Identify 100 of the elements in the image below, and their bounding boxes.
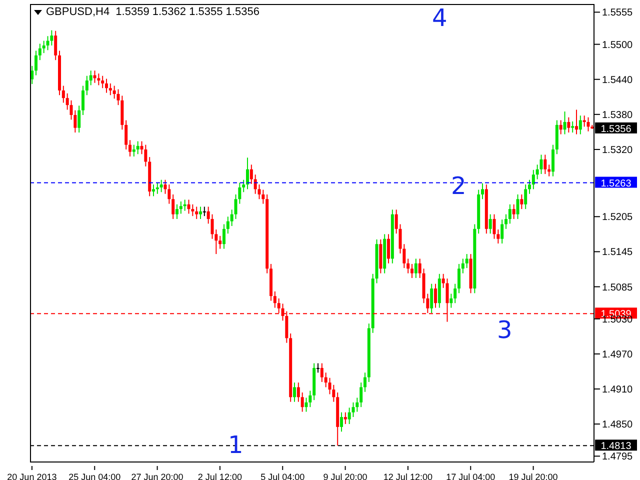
candlestick	[101, 75, 104, 89]
candlestick	[160, 179, 163, 193]
ref-line-label: 1.5263	[600, 178, 632, 190]
candlestick	[50, 30, 54, 46]
candlestick	[82, 85, 85, 116]
candlestick	[128, 140, 132, 157]
candlestick	[320, 362, 324, 382]
y-tick-label: 1.5500	[602, 40, 634, 51]
x-tick-label: 9 Jul 20:00	[323, 472, 368, 480]
candlestick	[34, 50, 38, 76]
candlestick	[488, 214, 492, 234]
annotation: 1	[228, 431, 244, 459]
candlestick	[563, 110, 566, 135]
candlestick	[168, 184, 171, 204]
x-tick-label: 12 Jul 12:00	[383, 472, 432, 480]
y-tick-label: 1.5085	[602, 282, 634, 294]
candlestick	[461, 258, 464, 274]
candlestick	[454, 283, 457, 304]
candlestick	[136, 140, 140, 155]
candlestick	[97, 73, 100, 86]
candlestick	[324, 372, 328, 388]
candlestick	[105, 78, 108, 94]
annotation: 2	[451, 172, 466, 200]
candlestick	[172, 194, 175, 220]
candlestick	[406, 258, 410, 274]
candlestick	[222, 224, 226, 250]
candlestick	[108, 82, 112, 96]
candlestick	[242, 179, 246, 193]
candlestick	[578, 115, 582, 135]
candlestick	[226, 216, 230, 234]
candlestick	[152, 184, 156, 197]
candlestick	[195, 206, 198, 220]
candlestick	[418, 258, 422, 278]
y-tick-label: 1.5440	[602, 74, 634, 86]
candlestick	[586, 116, 590, 132]
y-tick-label: 1.5555	[602, 8, 634, 19]
candlestick	[258, 184, 261, 200]
candlestick	[85, 75, 88, 96]
x-tick-label: 5 Jul 04:00	[260, 472, 305, 480]
candlestick	[571, 120, 574, 134]
candlestick	[442, 273, 445, 288]
y-tick-label: 1.5205	[602, 212, 634, 224]
candlestick	[273, 290, 276, 308]
candlestick	[567, 116, 570, 134]
candlestick	[38, 43, 42, 61]
candlestick	[532, 169, 535, 190]
candlestick	[230, 209, 234, 226]
annotation: 4	[432, 4, 448, 32]
candlestick	[500, 219, 504, 244]
candlestick	[536, 164, 539, 180]
candlestick	[218, 235, 222, 250]
candlestick	[112, 85, 116, 100]
x-tick-label: 20 Jun 2013	[7, 472, 57, 480]
candlestick	[516, 194, 520, 220]
candlestick	[340, 412, 344, 432]
candlestick	[89, 70, 92, 86]
y-tick-label: 1.5380	[602, 110, 634, 121]
candlestick	[364, 372, 367, 392]
y-tick-label: 1.4795	[602, 452, 634, 463]
candlestick	[202, 206, 206, 217]
candlestick	[540, 154, 543, 174]
candlestick	[492, 214, 496, 240]
y-tick-label: 1.4910	[602, 384, 634, 396]
candlestick	[352, 402, 355, 418]
candlestick	[42, 40, 46, 54]
candlestick	[360, 382, 363, 408]
candlestick	[176, 204, 179, 220]
candlestick	[308, 390, 312, 408]
candlestick	[528, 179, 532, 194]
candlestick	[387, 234, 390, 264]
candlestick	[144, 144, 148, 167]
candlestick	[66, 92, 69, 110]
ref-line-label: 1.4813	[600, 441, 632, 452]
y-tick-label: 1.5145	[602, 247, 634, 258]
candlestick	[199, 206, 202, 220]
candlestick	[559, 120, 562, 135]
y-tick-label: 1.4970	[602, 349, 634, 360]
x-tick-label: 25 Jun 04:00	[68, 472, 121, 480]
y-tick-label: 1.4850	[602, 420, 634, 431]
candlestick	[544, 154, 547, 174]
x-tick-label: 27 Jun 20:00	[131, 472, 184, 480]
x-tick-label: 19 Jul 20:00	[508, 472, 558, 480]
candlestick	[293, 382, 296, 402]
candlestick	[394, 209, 398, 234]
candlestick	[78, 105, 81, 134]
x-tick-label: 17 Jul 04:00	[446, 472, 496, 480]
candlestick	[62, 85, 65, 104]
candlestick	[481, 182, 484, 200]
candlestick	[206, 206, 210, 224]
candlestick	[430, 283, 434, 314]
candlestick	[458, 263, 461, 294]
candlestick	[512, 204, 516, 220]
candlestick	[434, 283, 438, 308]
candlestick	[410, 263, 414, 278]
candlestick	[132, 144, 136, 157]
candlestick	[250, 164, 253, 184]
candlestick	[414, 258, 418, 278]
candlestick	[124, 120, 128, 150]
candlestick	[344, 412, 347, 425]
candlestick	[504, 214, 508, 230]
